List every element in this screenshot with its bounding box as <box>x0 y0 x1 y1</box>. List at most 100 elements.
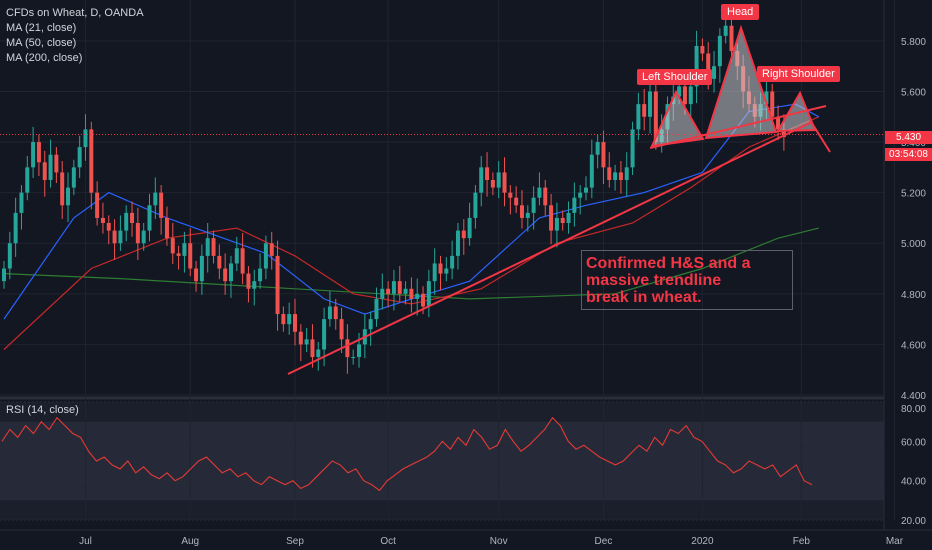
note-line-2: massive trendline <box>586 272 722 289</box>
candle-body <box>188 243 193 269</box>
rsi-tick-label: 60.00 <box>901 437 926 448</box>
candle-body <box>66 187 71 206</box>
candle-body <box>339 319 344 340</box>
candle-body <box>199 255 204 282</box>
indicator-ma200[interactable]: MA (200, close) <box>6 52 83 64</box>
candle-body <box>514 197 519 206</box>
candle-body <box>351 357 356 359</box>
candle-body <box>7 243 12 269</box>
candle-body <box>135 223 140 244</box>
rsi-band <box>0 421 884 501</box>
price-tick-label: 5.200 <box>901 189 926 200</box>
symbol-legend[interactable]: CFDs on Wheat, D, OANDA MA (21, close) M… <box>6 6 144 66</box>
candle-body <box>601 142 606 168</box>
candle-body <box>764 91 769 105</box>
candle-body <box>589 154 594 188</box>
price-tick-label: 5.000 <box>901 239 926 250</box>
candle-body <box>316 349 321 358</box>
price-tick-label: 4.600 <box>901 340 926 351</box>
indicator-ma21[interactable]: MA (21, close) <box>6 22 77 34</box>
candle-body <box>281 314 286 325</box>
breakdown-arrow <box>809 119 831 153</box>
rsi-tick-label: 20.00 <box>901 516 926 527</box>
candle-body <box>54 154 59 173</box>
candle-body <box>444 268 449 274</box>
candle-body <box>648 91 653 117</box>
candle-body <box>106 223 111 231</box>
candle-body <box>578 192 583 198</box>
candle-body <box>613 172 618 180</box>
time-tick-label: Aug <box>181 536 199 547</box>
candle-body <box>653 91 658 143</box>
candle-body <box>141 230 146 244</box>
candle-body <box>228 263 233 282</box>
candle-body <box>31 142 36 168</box>
candle-body <box>275 255 280 315</box>
candle-body <box>770 91 775 117</box>
candle-body <box>19 192 24 213</box>
candle-body <box>100 217 105 223</box>
ma200-line <box>3 227 819 300</box>
candle-body <box>258 268 263 282</box>
candle-body <box>374 298 379 320</box>
candle-body <box>549 205 554 231</box>
candle-body <box>421 293 426 307</box>
time-tick-label: Sep <box>286 536 304 547</box>
candle-body <box>694 45 699 87</box>
candle-body <box>240 248 245 274</box>
time-tick-label: Dec <box>595 536 613 547</box>
candle-body <box>310 339 315 358</box>
candle-body <box>36 142 41 163</box>
candle-body <box>496 172 501 188</box>
neckline <box>649 105 827 149</box>
left-shoulder-triangle <box>650 89 705 148</box>
candle-body <box>560 217 565 223</box>
candle-body <box>263 243 268 269</box>
candle-body <box>630 129 635 168</box>
symbol-title[interactable]: CFDs on Wheat, D, OANDA <box>6 7 144 19</box>
label-right-shoulder: Right Shoulder <box>757 66 840 82</box>
candle-body <box>223 268 228 282</box>
candle-body <box>543 187 548 206</box>
candle-body <box>584 187 588 193</box>
candle-body <box>624 167 629 180</box>
candle-body <box>432 263 437 282</box>
candle-body <box>182 243 187 256</box>
candle-body <box>322 319 327 350</box>
candle-body <box>461 230 466 239</box>
candle-body <box>164 217 169 239</box>
ascending-trendline <box>287 121 813 375</box>
candle-body <box>776 116 781 130</box>
candle-body <box>345 339 350 358</box>
candle-body <box>357 344 362 358</box>
candle-body <box>467 217 472 239</box>
head-triangle <box>704 24 778 140</box>
candle-body <box>700 45 705 54</box>
candle-body <box>368 319 373 330</box>
candle-body <box>159 192 164 218</box>
candle-body <box>415 293 420 299</box>
candle-body <box>688 86 693 105</box>
note-line-1: Confirmed H&S and a <box>586 255 751 272</box>
candle-body <box>781 129 786 137</box>
price-tick-label: 4.800 <box>901 290 926 301</box>
candle-body <box>455 230 460 256</box>
candle-body <box>682 86 687 105</box>
current-price: 5.430 <box>895 132 922 143</box>
indicator-ma50[interactable]: MA (50, close) <box>6 37 77 49</box>
candle-body <box>554 217 559 231</box>
candle-body <box>386 288 391 294</box>
candle-body <box>485 167 490 180</box>
candle-body <box>502 172 507 193</box>
candle-body <box>712 66 717 79</box>
price-badge: 5.430 <box>885 131 932 144</box>
candle-body <box>572 197 577 213</box>
rsi-legend[interactable]: RSI (14, close) <box>6 404 79 416</box>
candle-body <box>89 129 94 193</box>
candle-body <box>333 306 338 320</box>
candle-body <box>77 147 82 168</box>
note-line-3: break in wheat. <box>586 289 702 306</box>
candle-body <box>211 238 216 256</box>
